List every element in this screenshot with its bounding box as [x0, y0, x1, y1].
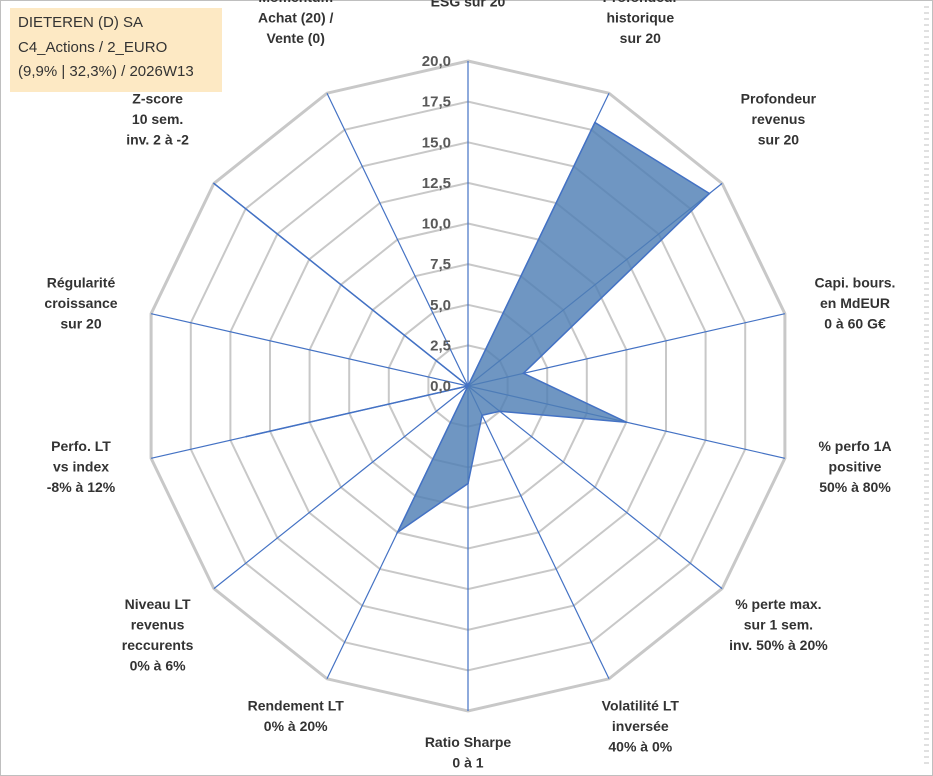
category-label: Vente (0) [267, 30, 325, 46]
category-label: sur 20 [60, 316, 101, 332]
category-label: sur 20 [620, 30, 661, 46]
category-label: Rendement LT [248, 698, 345, 714]
category-label: 50% à 80% [819, 479, 891, 495]
category-label: revenus [752, 111, 806, 127]
category-label: revenus [131, 616, 185, 632]
category-label: inv. 50% à 20% [729, 637, 828, 653]
tick-label: 10,0 [422, 216, 451, 233]
category-label: Volatilité LT [602, 698, 680, 714]
tick-label: 15,0 [422, 134, 451, 151]
category-label: % perfo 1A [818, 438, 891, 454]
data-point [396, 531, 399, 534]
category-label: 40% à 0% [608, 739, 672, 755]
category-label: Momentum [258, 0, 333, 5]
title-stats: (9,9% | 32,3%) / 2026W13 [18, 63, 194, 80]
category-label: en MdEUR [820, 295, 890, 311]
spoke-9 [213, 385, 469, 590]
data-point [499, 410, 501, 413]
category-label: historique [606, 9, 674, 25]
tick-label: 5,0 [430, 297, 451, 314]
tick-layer: 0,0 2,5 5,0 7,5 10,0 12,5 15,0 17,5 20,0 [422, 53, 451, 395]
category-label: Régularité [47, 275, 116, 291]
tick-label: 0,0 [430, 378, 451, 395]
data-point [594, 121, 596, 124]
data-point [213, 182, 215, 185]
series-area-0 [213, 121, 711, 535]
category-label: ESG sur 20 [431, 0, 506, 10]
data-point [467, 482, 469, 485]
category-label: Capi. bours. [815, 275, 896, 291]
spoke-6 [467, 385, 610, 680]
data-point [625, 421, 628, 424]
category-label: 0% à 20% [264, 718, 328, 734]
category-label: Perfo. LT [51, 438, 111, 454]
category-label: Profondeur [741, 91, 817, 107]
tick-label: 12,5 [422, 175, 451, 192]
category-label: vs index [53, 458, 109, 474]
category-label: sur 1 sem. [744, 616, 813, 632]
spoke-11 [150, 313, 469, 387]
category-label: inversée [612, 718, 669, 734]
data-point [481, 414, 483, 417]
data-point [245, 435, 247, 438]
tick-label: 20,0 [422, 53, 451, 70]
category-label: 0% à 6% [130, 657, 187, 673]
series-layer [213, 121, 711, 535]
category-label: 0 à 60 G€ [824, 316, 886, 332]
category-label: Niveau LT [125, 596, 191, 612]
tick-label: 2,5 [430, 337, 451, 354]
category-label: -8% à 12% [47, 479, 116, 495]
title-box: DIETEREN (D) SA C4_Actions / 2_EURO (9,9… [10, 8, 222, 92]
scrollbar-track [924, 6, 929, 768]
category-label: croissance [44, 295, 117, 311]
category-label: inv. 2 à -2 [126, 132, 189, 148]
title-company: DIETEREN (D) SA [18, 14, 144, 31]
category-label: % perte max. [735, 596, 821, 612]
category-label: 10 sem. [132, 111, 183, 127]
category-label: sur 20 [758, 132, 799, 148]
data-point [522, 372, 525, 375]
category-label: Z-score [132, 91, 183, 107]
spoke-13 [326, 92, 469, 387]
data-point [708, 192, 711, 195]
category-label: Achat (20) / [258, 9, 334, 25]
tick-label: 17,5 [422, 94, 451, 111]
category-label: positive [829, 458, 882, 474]
category-label: 0 à 1 [452, 755, 483, 771]
data-point [467, 385, 469, 387]
category-label: Ratio Sharpe [425, 734, 512, 750]
category-label: Profondeur [603, 0, 679, 5]
title-category: C4_Actions / 2_EURO [18, 38, 168, 56]
spoke-5 [467, 385, 723, 590]
category-label: reccurents [122, 637, 194, 653]
tick-label: 7,5 [430, 256, 451, 273]
label-layer: NoteESG sur 20Profondeurhistoriquesur 20… [44, 0, 895, 771]
